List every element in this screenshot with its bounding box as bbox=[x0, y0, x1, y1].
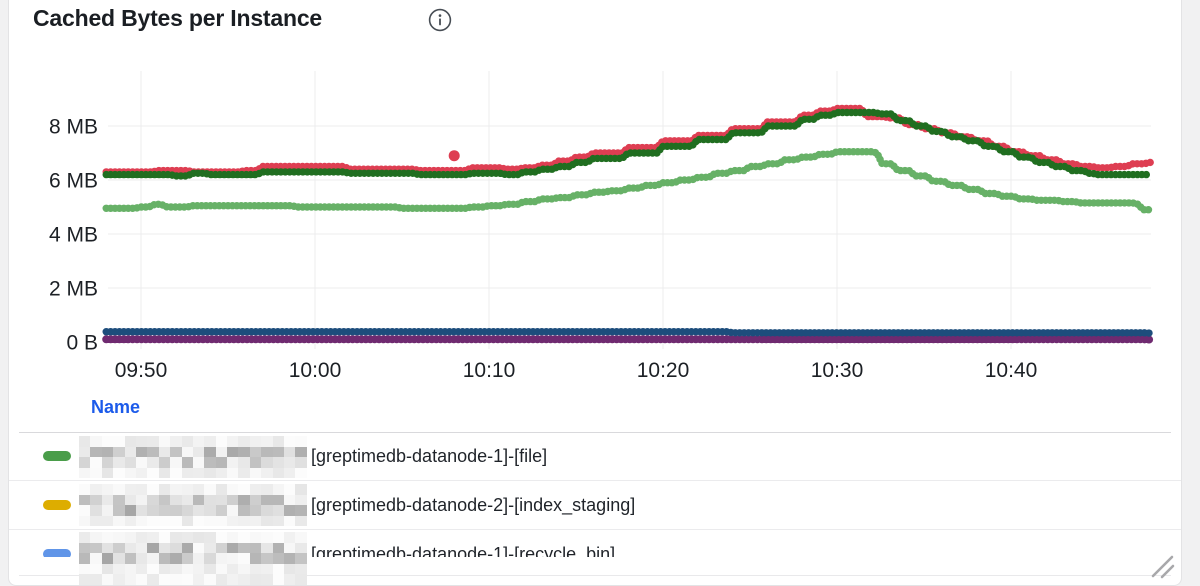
resize-handle[interactable] bbox=[1150, 553, 1176, 579]
y-tick-label: 8 MB bbox=[49, 116, 98, 139]
redacted-text bbox=[79, 436, 307, 478]
legend-series-label: [greptimedb-datanode-1]-[recycle_bin] bbox=[311, 544, 615, 558]
redacted-text bbox=[79, 484, 307, 526]
x-tick-label: 10:20 bbox=[637, 359, 690, 382]
series-color-swatch bbox=[43, 549, 71, 557]
x-tick-label: 10:30 bbox=[811, 359, 864, 382]
y-tick-label: 6 MB bbox=[49, 170, 98, 193]
chart-panel: 8 MB 6 MB 4 MB 2 MB 0 B 09:50 10:00 10:10 10:20 1… bbox=[8, 0, 1182, 586]
x-tick-label: 10:10 bbox=[463, 359, 516, 382]
legend-series-label: [greptimedb-datanode-1]-[file] bbox=[311, 446, 547, 467]
y-tick-label: 4 MB bbox=[49, 224, 98, 247]
time-series-chart: 8 MB 6 MB 4 MB 2 MB 0 B 09:50 10:00 10:10 10:20 1… bbox=[9, 0, 1181, 413]
y-tick-label: 2 MB bbox=[49, 278, 98, 301]
info-icon[interactable] bbox=[428, 8, 452, 32]
series-red-line[interactable] bbox=[106, 108, 1150, 171]
legend-series-label: [greptimedb-datanode-2]-[index_staging] bbox=[311, 495, 635, 516]
y-tick-label: 0 B bbox=[66, 332, 98, 355]
x-tick-label: 09:50 bbox=[115, 359, 168, 382]
series-color-swatch bbox=[43, 500, 71, 510]
series-light-green-line[interactable] bbox=[106, 152, 1150, 210]
series-navy-line[interactable] bbox=[106, 332, 1150, 333]
x-tick-label: 10:00 bbox=[289, 359, 342, 382]
legend-column-name[interactable]: Name bbox=[91, 397, 140, 418]
x-tick-label: 10:40 bbox=[985, 359, 1038, 382]
series-color-swatch bbox=[43, 451, 71, 461]
redacted-text bbox=[79, 532, 307, 585]
outlier-point[interactable] bbox=[449, 150, 460, 161]
panel-title: Cached Bytes per Instance bbox=[33, 5, 322, 32]
